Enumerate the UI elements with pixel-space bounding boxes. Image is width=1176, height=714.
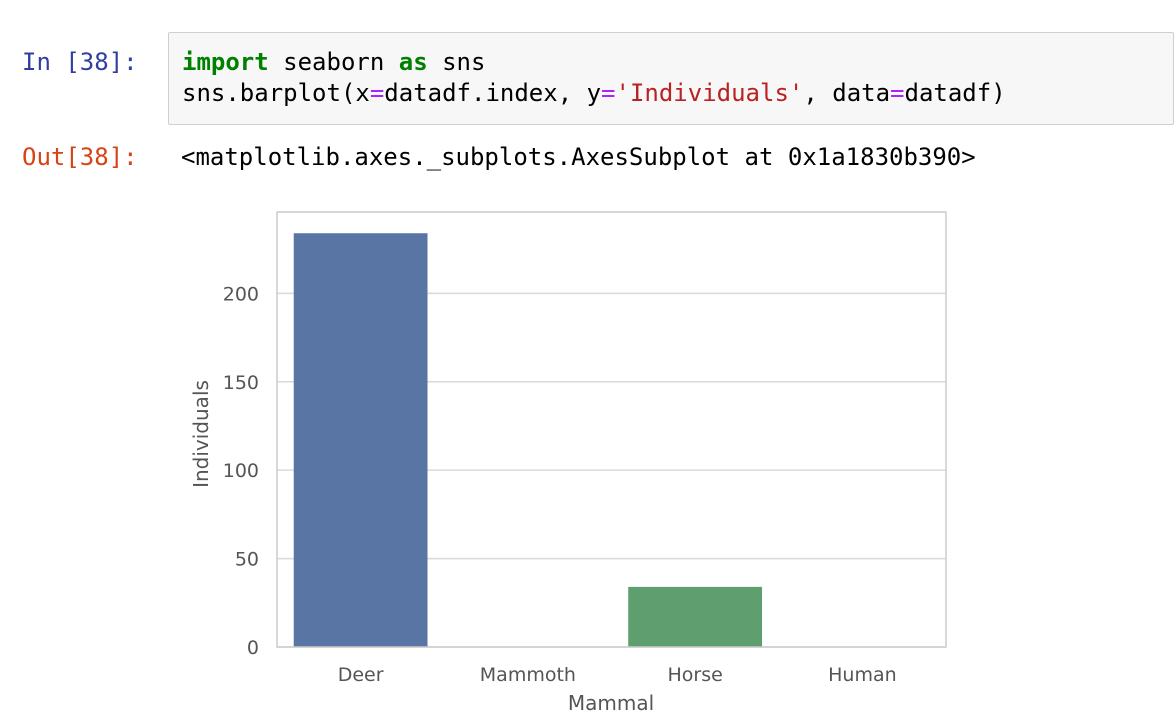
x-tick-label: Horse [667,664,722,686]
bar-horse [628,586,763,647]
code-token: import [182,48,269,76]
x-tick-label: Deer [338,664,384,686]
x-tick-labels: Deer Mammoth Horse Human [338,664,897,686]
code-token: as [398,48,428,76]
output-prompt: Out[38]: [22,143,138,171]
plot-frame [276,211,947,648]
code-token: seaborn [268,48,399,76]
x-tick-label: Human [828,664,897,686]
code-token: datadf.index, y [384,79,602,107]
y-axis-label: Individuals [189,380,213,488]
chart-bars [293,233,763,647]
x-tick-label: Mammoth [480,664,576,686]
y-tick-labels: 0 50 100 150 200 [223,283,259,659]
code-token: sns.barplot(x [182,79,370,107]
code-token: datadf) [904,79,1006,107]
output-text: <matplotlib.axes._subplots.AxesSubplot a… [181,143,976,171]
y-tick-label: 0 [247,637,259,659]
code-token: = [890,79,905,107]
bar-deer [293,233,428,647]
code-editor[interactable]: import seaborn as sns sns.barplot(x=data… [168,32,1174,125]
input-prompt: In [38]: [22,48,138,76]
code-token: , data [803,79,891,107]
y-tick-label: 200 [223,283,259,305]
y-tick-label: 150 [223,372,259,394]
code-text[interactable]: import seaborn as sns sns.barplot(x=data… [182,47,1006,109]
y-tick-label: 50 [235,549,259,571]
code-token: 'Individuals' [615,79,804,107]
x-axis-label: Mammal [568,691,654,714]
code-token: sns [427,48,486,76]
y-tick-label: 100 [223,460,259,482]
code-token: = [369,79,385,107]
code-token: = [601,79,616,107]
